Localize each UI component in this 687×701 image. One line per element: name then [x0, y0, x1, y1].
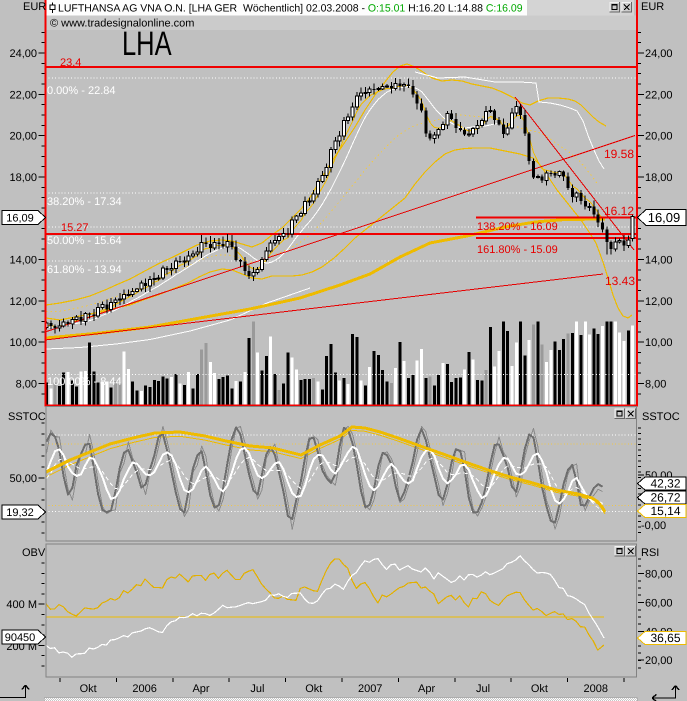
svg-text:20,00: 20,00 [645, 655, 673, 667]
svg-text:80,00: 80,00 [645, 569, 673, 581]
svg-text:26,72: 26,72 [650, 491, 680, 505]
svg-text:OBV: OBV [22, 547, 46, 559]
svg-text:© www.tradesignalonline.com: © www.tradesignalonline.com [50, 18, 194, 30]
svg-text:90450: 90450 [5, 632, 36, 644]
svg-text:50.00% - 15.64: 50.00% - 15.64 [47, 235, 122, 247]
svg-text:61.80% - 13.94: 61.80% - 13.94 [47, 264, 122, 276]
svg-text:138.20% - 16.09: 138.20% - 16.09 [477, 221, 558, 233]
svg-text:13.43: 13.43 [605, 274, 635, 288]
svg-text:16.12: 16.12 [604, 204, 634, 218]
svg-text:22,00: 22,00 [9, 89, 37, 101]
svg-text:18,00: 18,00 [9, 172, 37, 184]
svg-text:Jul: Jul [476, 683, 490, 695]
svg-text:19,32: 19,32 [6, 507, 34, 519]
svg-text:10,00: 10,00 [645, 337, 673, 349]
svg-text:Okt: Okt [305, 683, 322, 695]
svg-text:50,00: 50,00 [9, 473, 37, 485]
svg-text:RSI: RSI [641, 547, 659, 559]
svg-text:60,00: 60,00 [645, 597, 673, 609]
svg-text:161.80% - 15.09: 161.80% - 15.09 [477, 244, 558, 256]
svg-text:20,00: 20,00 [645, 131, 673, 143]
svg-text:14,00: 14,00 [645, 255, 673, 267]
svg-text:24,00: 24,00 [645, 48, 673, 60]
svg-text:0.00% - 22.84: 0.00% - 22.84 [47, 85, 116, 97]
svg-text:8,00: 8,00 [16, 379, 37, 391]
svg-text:Jul: Jul [250, 683, 264, 695]
svg-text:16,09: 16,09 [6, 213, 34, 225]
svg-text:36,65: 36,65 [650, 631, 680, 645]
svg-text:100.00% - 8.44: 100.00% - 8.44 [47, 376, 122, 388]
svg-text:2006: 2006 [132, 683, 156, 695]
svg-text:20,00: 20,00 [9, 131, 37, 143]
svg-text:8,00: 8,00 [645, 379, 666, 391]
svg-text:-0,00: -0,00 [641, 520, 666, 532]
svg-text:42,32: 42,32 [650, 477, 680, 491]
svg-text:EUR: EUR [23, 1, 46, 13]
svg-text:Apr: Apr [192, 683, 209, 695]
svg-text:16,09: 16,09 [648, 210, 681, 225]
svg-text:24,00: 24,00 [9, 48, 37, 60]
svg-text:23.4: 23.4 [60, 57, 81, 69]
svg-text:2007: 2007 [358, 683, 382, 695]
svg-text:SSTOC: SSTOC [642, 411, 680, 423]
svg-text:14,00: 14,00 [9, 255, 37, 267]
svg-text:38.20% - 17.34: 38.20% - 17.34 [47, 196, 122, 208]
svg-text:LUFTHANSA AG VNA O.N. [LHA GER: LUFTHANSA AG VNA O.N. [LHA GER Wöchentli… [58, 3, 523, 15]
svg-text:LHA: LHA [122, 25, 172, 63]
svg-text:19.58: 19.58 [604, 147, 634, 161]
svg-text:Okt: Okt [80, 683, 97, 695]
svg-text:Apr: Apr [418, 683, 435, 695]
svg-text:12,00: 12,00 [9, 296, 37, 308]
svg-text:12,00: 12,00 [645, 296, 673, 308]
svg-text:15.27: 15.27 [61, 222, 89, 234]
svg-text:22,00: 22,00 [645, 89, 673, 101]
svg-text:400 M: 400 M [6, 599, 37, 611]
svg-text:Okt: Okt [531, 683, 548, 695]
svg-text:SSTOC: SSTOC [8, 411, 46, 423]
svg-text:2008: 2008 [584, 683, 608, 695]
svg-text:18,00: 18,00 [645, 172, 673, 184]
svg-text:EUR: EUR [641, 1, 664, 13]
svg-text:15,14: 15,14 [650, 504, 680, 518]
svg-text:10,00: 10,00 [9, 337, 37, 349]
